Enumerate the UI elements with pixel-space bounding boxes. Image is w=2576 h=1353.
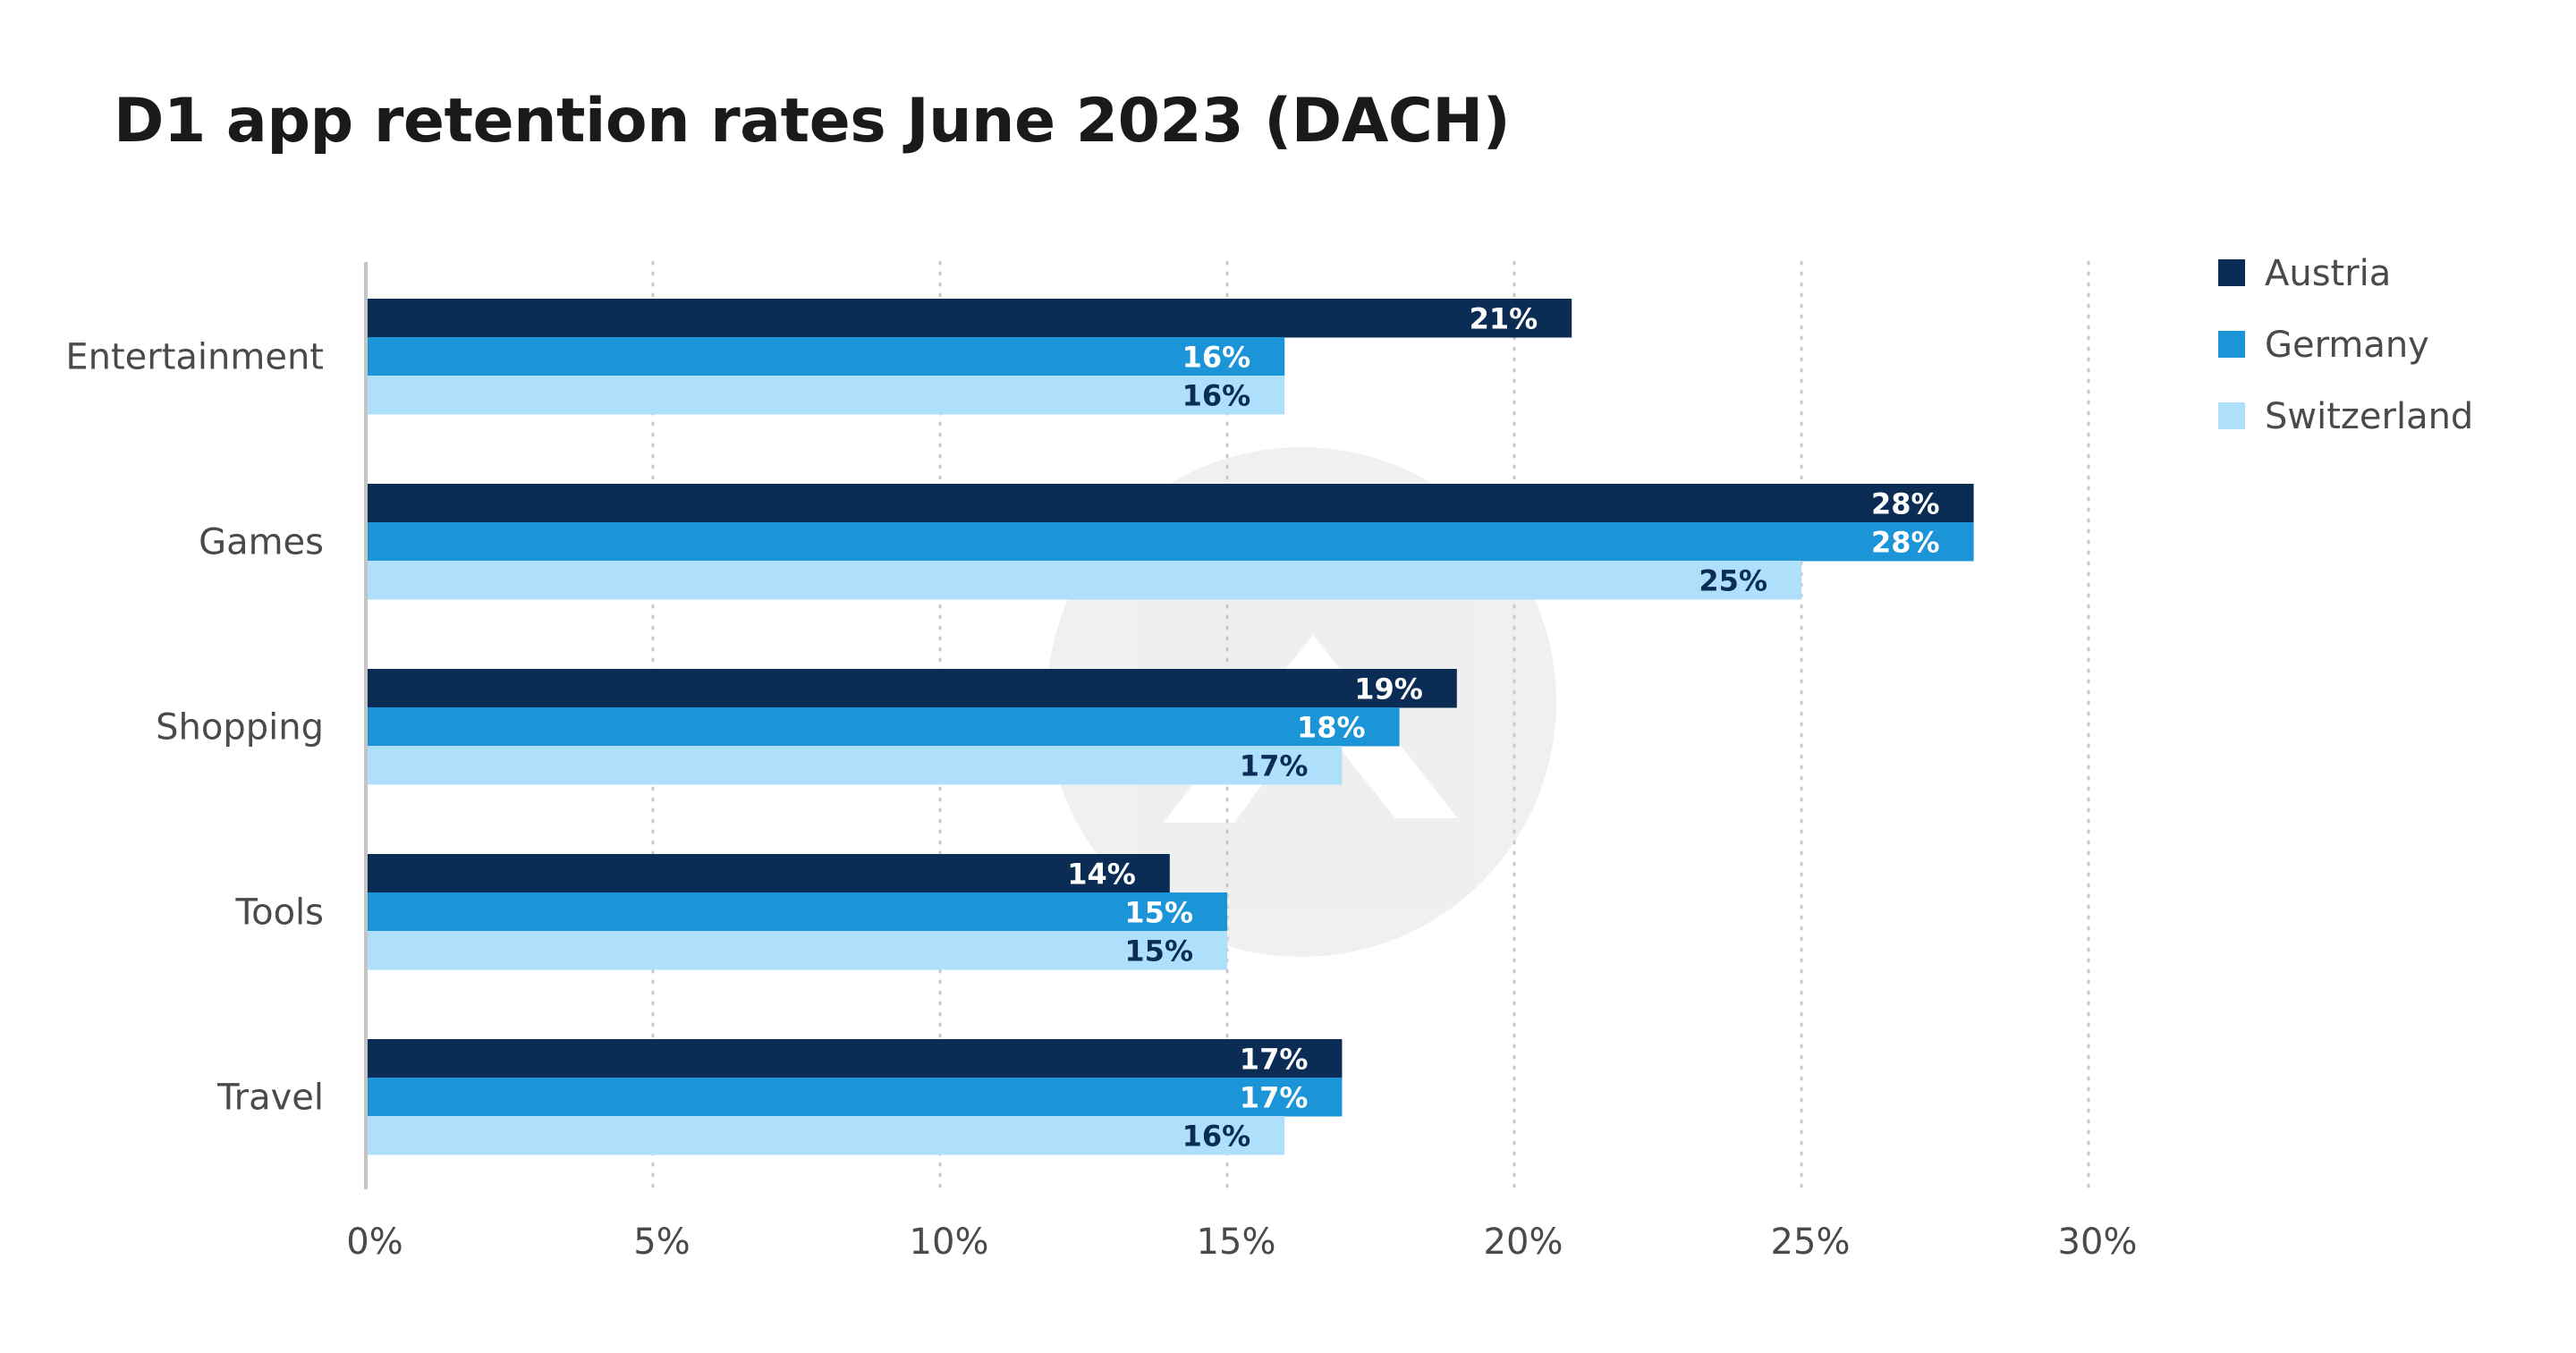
- bar: [366, 484, 1974, 523]
- legend-label: Germany: [2265, 325, 2429, 366]
- x-tick-label: 5%: [633, 1222, 690, 1263]
- bar: [366, 1039, 1343, 1078]
- category-label: Entertainment: [65, 337, 324, 378]
- legend-swatch: [2218, 259, 2245, 286]
- bar-value-label: 16%: [1182, 379, 1251, 413]
- x-tick-label: 30%: [2058, 1222, 2138, 1263]
- bar-value-label: 16%: [1182, 1120, 1251, 1154]
- bar-value-label: 17%: [1240, 1081, 1309, 1115]
- x-tick-label: 20%: [1484, 1222, 1563, 1263]
- bar-value-label: 18%: [1297, 711, 1366, 745]
- bar: [366, 931, 1227, 970]
- x-tick-label: 15%: [1197, 1222, 1276, 1263]
- bar: [366, 337, 1285, 376]
- bar-value-label: 28%: [1871, 487, 1940, 521]
- bar-value-label: 15%: [1124, 934, 1193, 968]
- x-tick-label: 0%: [346, 1222, 402, 1263]
- bar: [366, 669, 1457, 708]
- bar-value-label: 15%: [1124, 896, 1193, 930]
- bar-value-label: 14%: [1067, 858, 1136, 892]
- legend-label: Austria: [2265, 253, 2391, 294]
- bar-value-label: 17%: [1240, 1043, 1309, 1077]
- bar-value-labels: 21% 16% 16% 28% 28% 25% 19% 18% 17% 14% 15% 15% 17% 1…: [1067, 302, 1939, 1154]
- category-label: Tools: [234, 892, 324, 934]
- bar-value-label: 17%: [1240, 749, 1309, 783]
- legend-label: Switzerland: [2265, 396, 2473, 437]
- bar-value-label: 16%: [1182, 341, 1251, 375]
- category-label: Shopping: [156, 707, 324, 748]
- category-label: Games: [199, 522, 324, 563]
- bars: [366, 299, 1974, 1155]
- bar: [366, 299, 1572, 338]
- bar: [366, 707, 1400, 747]
- bar: [366, 376, 1285, 415]
- bar-value-label: 28%: [1871, 526, 1940, 560]
- axes: 0% 5% 10% 15% 20% 25% 30% Entertainment Games Sho…: [65, 262, 2137, 1263]
- x-tick-label: 10%: [910, 1222, 989, 1263]
- bar-value-label: 25%: [1699, 564, 1767, 598]
- bar: [366, 1116, 1285, 1155]
- bar: [366, 561, 1801, 600]
- legend-swatch: [2218, 402, 2245, 429]
- legend-swatch: [2218, 331, 2245, 358]
- chart-title: D1 app retention rates June 2023 (DACH): [114, 86, 1511, 156]
- bar: [366, 892, 1227, 932]
- category-label: Travel: [216, 1078, 324, 1119]
- bar: [366, 1078, 1343, 1117]
- bar: [366, 854, 1170, 893]
- bar: [366, 522, 1974, 562]
- legend: Austria Germany Switzerland: [2218, 253, 2473, 437]
- bar: [366, 746, 1343, 785]
- bar-value-label: 21%: [1470, 302, 1538, 336]
- x-tick-label: 25%: [1771, 1222, 1851, 1263]
- bar-value-label: 19%: [1354, 672, 1423, 706]
